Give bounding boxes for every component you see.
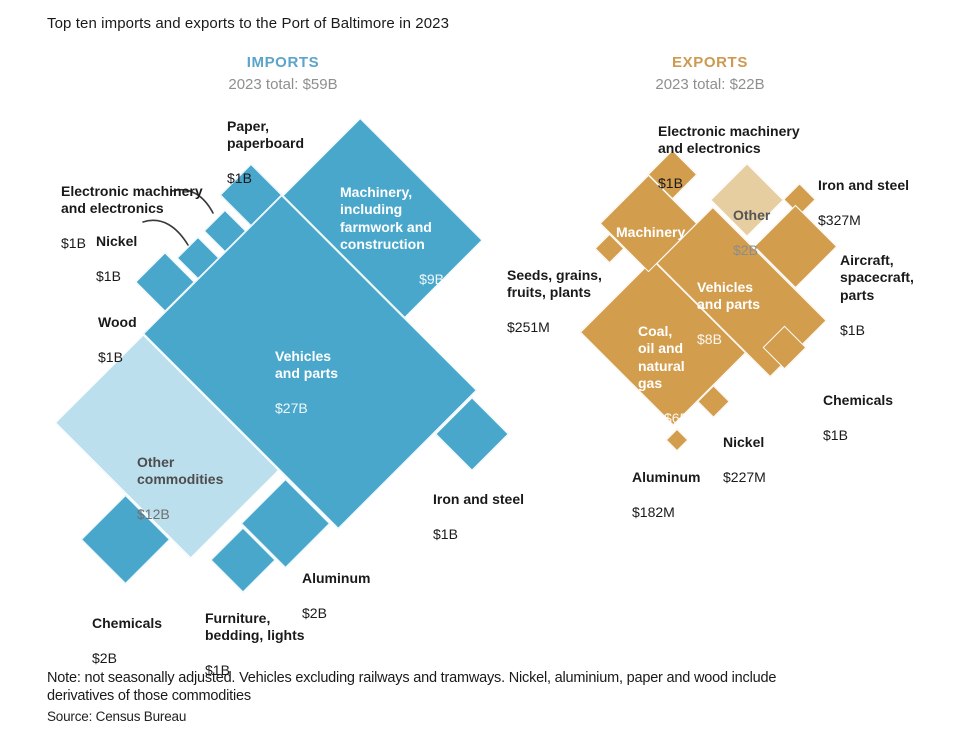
exports-vehicles-label: Vehicles and parts $8B [697,278,761,348]
exports-electronics-label: Electronic machinery and electronics $1B [658,122,800,192]
exports-total: 2023 total: $22B [655,76,765,93]
imports-header: IMPORTS [246,54,320,71]
chart-title: Top ten imports and exports to the Port … [47,15,450,32]
source-credit: Source: Census Bureau [47,709,187,724]
imports-paper-label: Paper, paperboard $1B [227,117,305,187]
imports-wood-label: Wood $1B [98,313,137,365]
imports-nickel-label: Nickel $1B [96,232,138,284]
footnote-line-1: Note: not seasonally adjusted. Vehicles … [47,670,777,686]
imports-total: 2023 total: $59B [228,76,338,93]
exports-nickel-label: Nickel $227M [723,433,766,485]
exports-aluminum-label: Aluminum $182M [632,468,701,520]
exports-other-label: Other $2B [733,206,771,258]
imports-vehicles-label: Vehicles and parts $27B [275,347,339,417]
exports-chemicals-label: Chemicals $1B [823,391,894,443]
imports-furniture-label: Furniture, bedding, lights $1B [205,609,305,679]
exports-iron-steel-label: Iron and steel $327M [818,176,910,228]
imports-other-label: Other commodities $12B [137,453,224,523]
footnote: Note: not seasonally adjusted. Vehicles … [47,669,787,705]
imports-chemicals-label: Chemicals $2B [92,614,163,666]
imports-machinery-label: Machinery, including farmwork and constr… [340,183,444,288]
exports-coal-label: Coal, oil and natural gas $6B [638,322,689,427]
exports-machinery-label: Machinery $2B [616,223,686,275]
exports-header: EXPORTS [672,54,748,71]
imports-electronics-label: Electronic machinery and electronics $1B [61,182,203,252]
imports-iron-steel-label: Iron and steel $1B [433,490,525,542]
footnote-line-2: derivatives of those commodities [47,688,251,704]
exports-aircraft-label: Aircraft, spacecraft, parts $1B [840,251,914,338]
imports-aluminum-label: Aluminum $2B [302,569,371,621]
exports-seeds-label: Seeds, grains, fruits, plants $251M [507,266,602,336]
